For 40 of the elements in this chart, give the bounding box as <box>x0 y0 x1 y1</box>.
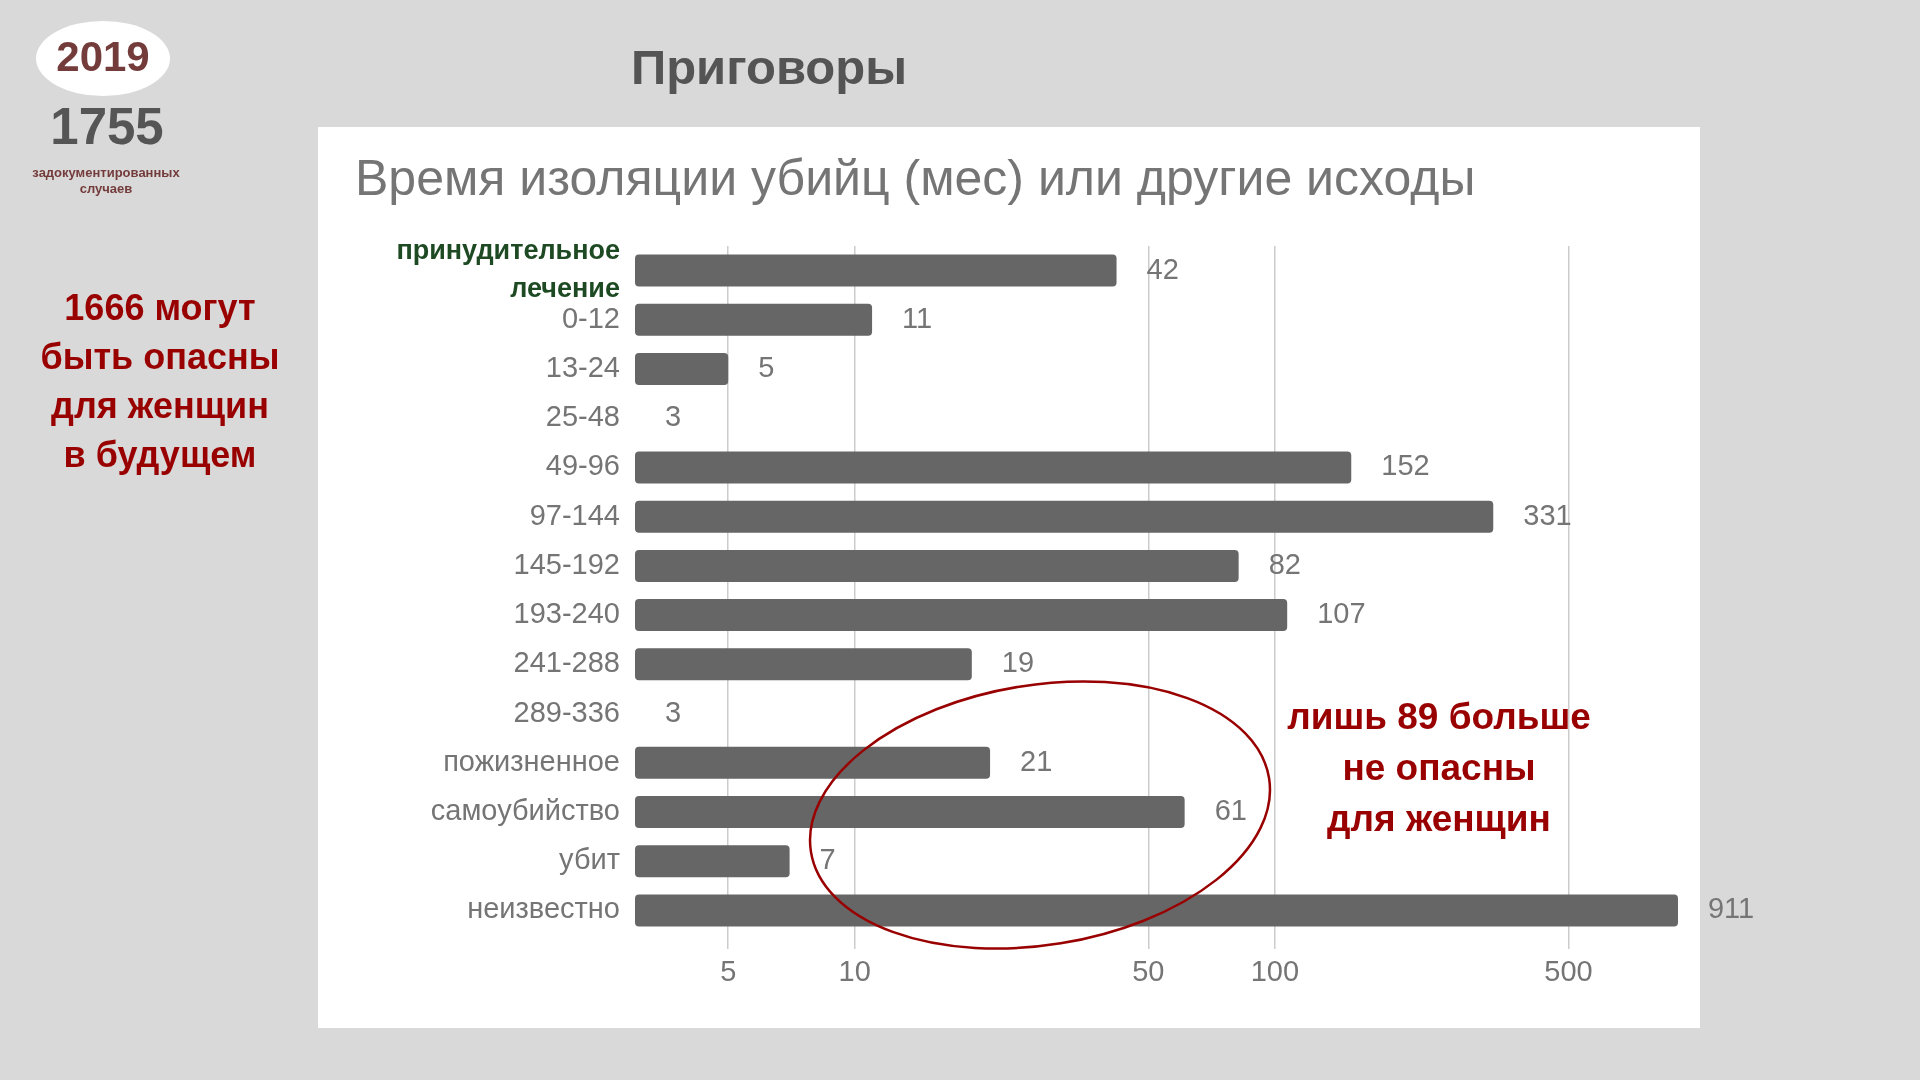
data-label: 3 <box>665 400 682 433</box>
y-tick-label: 13-24 <box>545 351 620 384</box>
y-tick-label: самоубийство <box>430 793 620 826</box>
y-tick-label: 193-240 <box>513 597 620 630</box>
data-label: 107 <box>1317 597 1366 630</box>
y-tick-label: убит <box>559 843 620 876</box>
data-label: 331 <box>1523 498 1572 531</box>
y-tick-label: 49-96 <box>545 449 620 482</box>
x-tick-label: 500 <box>1544 955 1593 988</box>
data-label: 911 <box>1707 892 1755 925</box>
text: 1666 могут быть опасны для женщин в будущем <box>40 286 280 475</box>
chart-title: Приговоры <box>630 39 908 94</box>
y-tick-label: 289-336 <box>513 695 620 728</box>
data-label: 61 <box>1214 793 1247 826</box>
x-tick-label: 50 <box>1132 955 1165 988</box>
y-tick-label: неизвестно <box>467 892 620 925</box>
text: задокументированных случаев <box>32 164 181 196</box>
annotation: лишь 89 больше не опасны для женщин <box>1287 696 1591 840</box>
y-tick-label: 25-48 <box>545 400 620 433</box>
x-tick-label: 5 <box>720 955 737 988</box>
text: 2019 <box>56 32 150 80</box>
data-label: 82 <box>1268 547 1301 580</box>
data-label: 21 <box>1020 744 1053 777</box>
y-tick-label: 97-144 <box>529 498 620 531</box>
chart-subtitle: Время изоляции убийц (мес) или другие исходы <box>355 149 1476 206</box>
data-label: 152 <box>1381 449 1430 482</box>
y-tick-label: принудительное лечение <box>396 235 620 303</box>
data-label: 19 <box>1001 646 1035 679</box>
y-tick-label: 241-288 <box>513 646 620 679</box>
data-label: 5 <box>758 351 775 384</box>
x-tick-label: 100 <box>1250 955 1300 988</box>
data-label: 42 <box>1146 252 1179 285</box>
data-label: 11 <box>902 301 933 334</box>
text: 1755 <box>50 98 164 156</box>
x-tick-label: 10 <box>838 955 871 988</box>
data-label: 7 <box>819 843 836 876</box>
y-tick-label: 0-12 <box>561 301 620 334</box>
y-tick-label: пожизненное <box>443 744 620 777</box>
data-label: 3 <box>665 695 682 728</box>
y-tick-label: 145-192 <box>513 547 620 580</box>
